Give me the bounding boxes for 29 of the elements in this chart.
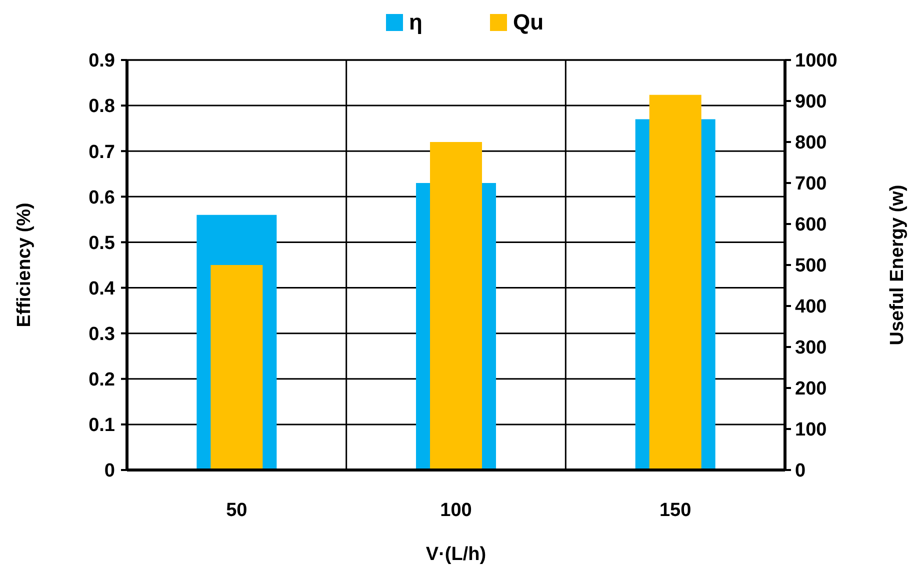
y2-tick-label: 400 [795,296,827,318]
legend-label: η [409,10,422,35]
y2-tick-label: 0 [795,460,806,482]
y2-tick-label: 300 [795,338,827,359]
x-tick-label: 50 [226,500,248,521]
y-tick-label: 0.4 [88,278,116,300]
y2-axis-title: Useful Energy (w) [887,184,908,346]
y-tick-label: 0.5 [88,232,116,254]
y-tick-label: 0.3 [88,324,115,345]
y-axis-title: Efficiency (%) [14,202,35,328]
y-tick-label: 0.9 [88,50,115,72]
y-tick-label: 0 [104,460,115,482]
y-tick-label: 0.7 [88,142,115,163]
y2-tick-label: 100 [795,420,827,441]
y2-tick-label: 800 [795,132,827,154]
y-tick-label: 0.6 [88,187,115,208]
y-tick-label: 0.8 [88,96,115,118]
y2-tick-label: 900 [795,92,827,113]
y2-tick-label: 1000 [795,50,838,72]
y2-tick-label: 500 [795,256,827,277]
y2-tick-label: 600 [795,214,827,236]
y-tick-label: 0.1 [88,415,116,436]
y2-tick-label: 700 [795,174,827,195]
y-tick-label: 0.2 [88,370,115,391]
x-tick-label: 100 [440,500,472,521]
x-axis-title: V·(L/h) [426,544,486,565]
legend-label: Qu [513,10,544,35]
y2-tick-label: 200 [795,378,827,400]
x-tick-label: 150 [659,500,692,521]
